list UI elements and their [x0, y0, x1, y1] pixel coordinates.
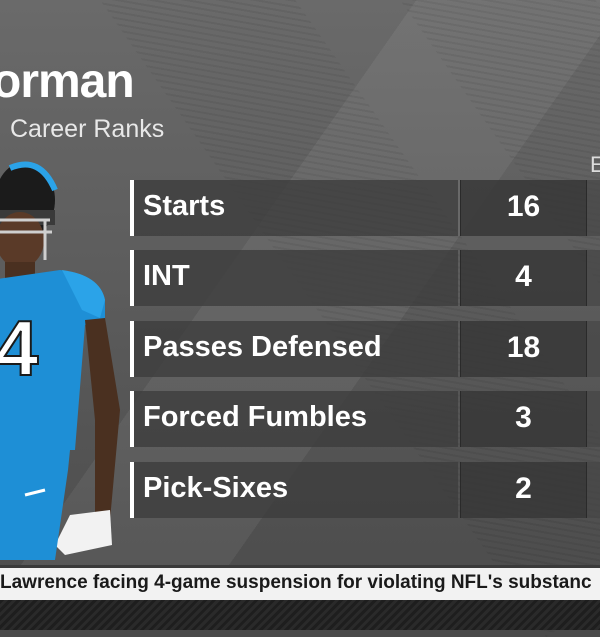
stat-row-passes-defensed: Passes Defensed 18: [130, 321, 600, 377]
subtitle: Career Ranks: [10, 115, 165, 143]
stat-value: 3: [515, 401, 532, 434]
ticker-bottom-bar: [0, 600, 600, 630]
stat-label: Pick-Sixes: [143, 472, 289, 504]
player-name: orman: [0, 55, 135, 108]
stat-value-box: 16: [460, 180, 587, 236]
stat-row-forced-fumbles: Forced Fumbles 3: [130, 391, 600, 447]
stat-label: Passes Defensed: [143, 331, 382, 363]
stat-value: 18: [506, 331, 541, 364]
stat-label: Starts: [143, 190, 226, 222]
player-image: 4: [0, 161, 120, 560]
stat-tail: [587, 180, 600, 236]
svg-text:4: 4: [0, 304, 38, 392]
stat-label: INT: [143, 260, 190, 292]
stat-value-box: 18: [460, 321, 587, 377]
stat-label-box: INT: [130, 250, 458, 306]
stat-value: 2: [515, 472, 532, 505]
stat-value-box: 4: [460, 250, 587, 306]
ticker-text: Lawrence facing 4-game suspension for vi…: [0, 572, 592, 593]
stat-value: 16: [506, 190, 541, 223]
stat-label-box: Starts: [130, 180, 458, 236]
stat-row-int: INT 4: [130, 250, 600, 306]
stat-tail: [587, 250, 600, 306]
stat-row-pick-sixes: Pick-Sixes 2: [130, 462, 600, 518]
stat-row-starts: Starts 16: [130, 180, 600, 236]
stat-label: Forced Fumbles: [143, 401, 367, 433]
stat-tail: [587, 321, 600, 377]
stat-tail: [587, 462, 600, 518]
stat-value-box: 3: [460, 391, 587, 447]
news-ticker: Lawrence facing 4-game suspension for vi…: [0, 565, 600, 600]
stat-value: 4: [515, 260, 532, 293]
stat-label-box: Passes Defensed: [130, 321, 458, 377]
stat-tail: [587, 391, 600, 447]
stat-value-box: 2: [460, 462, 587, 518]
stat-label-box: Forced Fumbles: [130, 391, 458, 447]
stat-label-box: Pick-Sixes: [130, 462, 458, 518]
column-header: E: [590, 152, 600, 177]
